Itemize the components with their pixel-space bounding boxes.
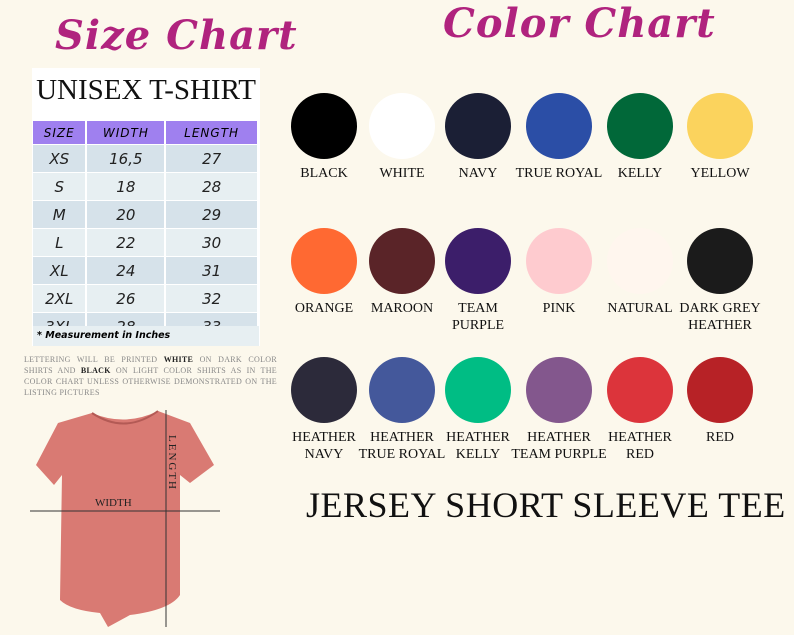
table-cell: M <box>33 200 88 229</box>
color-swatch <box>526 93 592 159</box>
table-cell: 16,5 <box>86 144 167 173</box>
color-swatch <box>445 357 511 423</box>
table-cell: 18 <box>86 172 167 201</box>
table-cell: XS <box>33 144 88 173</box>
color-label: HEATHER NAVY <box>292 430 356 462</box>
table-row: 2XL 26 32 <box>33 284 259 313</box>
table-cell: XL <box>33 256 88 285</box>
table-row: XS 16,5 27 <box>33 144 259 173</box>
color-label: KELLY <box>617 166 663 181</box>
table-cell: 2XL <box>33 284 88 313</box>
color-swatch <box>607 93 673 159</box>
print-note: LETTERING WILL BE PRINTED WHITE ON DARK … <box>24 354 277 398</box>
table-cell: 32 <box>165 284 259 313</box>
color-swatch <box>291 228 357 294</box>
color-label: BLACK <box>300 166 348 181</box>
color-label: TEAM PURPLE <box>451 301 505 333</box>
note-text: ON DARK COLOR SHIRTS AND <box>24 355 277 375</box>
color-label: HEATHER KELLY <box>446 430 510 462</box>
color-swatch <box>526 357 592 423</box>
color-label: PINK <box>542 301 576 316</box>
color-swatch <box>291 93 357 159</box>
color-label: DARK GREY HEATHER <box>679 301 761 333</box>
width-label: WIDTH <box>95 497 132 509</box>
color-label: NAVY <box>458 166 498 181</box>
color-swatch <box>687 357 753 423</box>
table-row: M 20 29 <box>33 200 259 229</box>
color-swatch <box>526 228 592 294</box>
color-chart-title: Color Chart <box>443 0 716 47</box>
color-label: NATURAL <box>607 301 673 316</box>
table-cell: 26 <box>86 284 167 313</box>
color-label: WHITE <box>379 166 425 181</box>
color-swatch <box>607 228 673 294</box>
note-black: BLACK <box>80 366 111 375</box>
color-label: TRUE ROYAL <box>515 166 603 181</box>
tshirt-illustration: WIDTH LENGTH <box>30 410 220 627</box>
size-table-panel: UNISEX T-SHIRT SIZE WIDTH LENGTH XS 16,5 2… <box>32 68 260 346</box>
table-cell: 24 <box>86 256 167 285</box>
color-swatch <box>291 357 357 423</box>
color-swatch <box>687 228 753 294</box>
color-swatch <box>369 357 435 423</box>
table-cell: 27 <box>165 144 259 173</box>
note-white: WHITE <box>163 355 194 364</box>
table-cell: 20 <box>86 200 167 229</box>
table-heading: UNISEX T-SHIRT <box>36 74 256 106</box>
color-label: HEATHER TEAM PURPLE <box>511 430 607 462</box>
table-cell: 31 <box>165 256 259 285</box>
table-row: XL 24 31 <box>33 256 259 285</box>
table-cell: 30 <box>165 228 259 257</box>
product-name: JERSEY SHORT SLEEVE TEE <box>306 485 786 525</box>
table-cell: 28 <box>165 172 259 201</box>
color-label: ORANGE <box>294 301 354 316</box>
color-swatch <box>445 93 511 159</box>
column-header: SIZE <box>33 121 88 145</box>
measurement-note: * Measurement in Inches <box>33 326 259 346</box>
color-swatch <box>369 228 435 294</box>
table-cell: 22 <box>86 228 167 257</box>
color-label: HEATHER RED <box>608 430 672 462</box>
table-cell: S <box>33 172 88 201</box>
color-swatch <box>369 93 435 159</box>
color-label: YELLOW <box>690 166 750 181</box>
column-header: WIDTH <box>86 121 167 145</box>
table-row: L 22 30 <box>33 228 259 257</box>
color-label: MAROON <box>370 301 434 316</box>
table-row: S 18 28 <box>33 172 259 201</box>
tshirt-shape <box>36 411 214 627</box>
color-label: RED <box>706 430 734 445</box>
length-label: LENGTH <box>166 435 178 491</box>
note-text: ON LIGHT COLOR SHIRTS AS IN THE COLOR CH… <box>24 366 277 397</box>
table-cell: 29 <box>165 200 259 229</box>
color-swatch <box>687 93 753 159</box>
color-swatch <box>607 357 673 423</box>
note-text: LETTERING WILL BE PRINTED <box>24 355 164 364</box>
size-table: SIZE WIDTH LENGTH XS 16,5 27 S 18 28 M 20 29 L 22 3… <box>33 121 259 340</box>
color-swatch <box>445 228 511 294</box>
size-chart-title: Size Chart <box>55 12 298 59</box>
color-label: HEATHER TRUE ROYAL <box>358 430 446 462</box>
table-cell: L <box>33 228 88 257</box>
column-header: LENGTH <box>165 121 259 145</box>
